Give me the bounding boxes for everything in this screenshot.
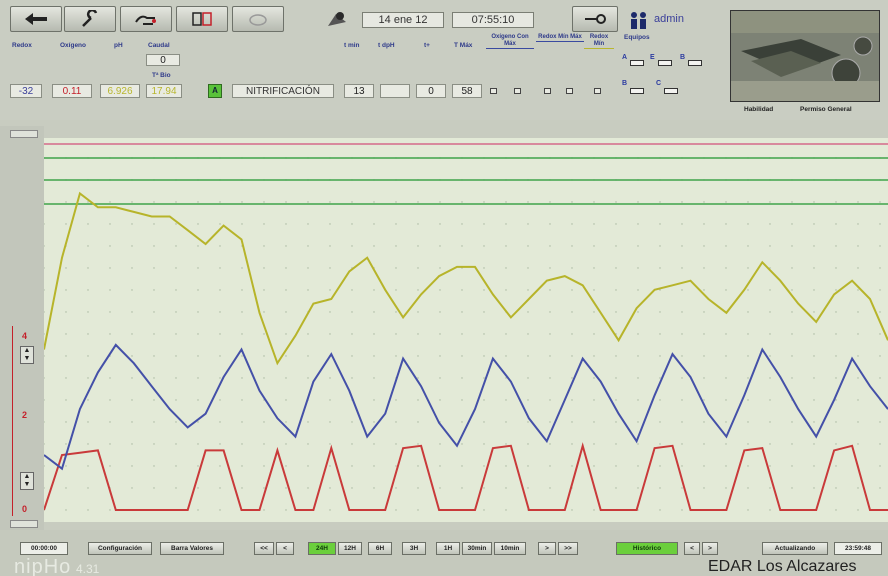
tmin-value: 13	[344, 84, 374, 98]
oxigeno-value: 0.11	[52, 84, 92, 98]
indicator	[514, 88, 521, 94]
scale-tick: 2	[22, 410, 28, 420]
key-icon	[585, 14, 606, 24]
equipo-box[interactable]	[664, 88, 678, 94]
satellite-icon	[328, 12, 346, 26]
scale-tick: 4	[22, 331, 28, 341]
equipo-box[interactable]	[630, 88, 644, 94]
indicator	[594, 88, 601, 94]
caudal-value: 0	[146, 54, 180, 66]
header-oxigeno: Oxígeno	[60, 42, 87, 49]
series-line-2	[43, 191, 888, 366]
series-line-0	[43, 442, 888, 511]
brand-version: 4.31	[76, 562, 100, 576]
temp-label: Tª Bio	[152, 72, 171, 79]
permiso-label: Permiso General	[800, 106, 852, 113]
header-tplus: t+	[424, 42, 430, 49]
tmax-value: 58	[452, 84, 482, 98]
header-tmin: t min	[344, 42, 360, 49]
updating-label: Actualizando	[762, 542, 828, 555]
tplus-value: 0	[416, 84, 446, 98]
end-time: 23:59:48	[834, 542, 882, 555]
indicator	[490, 88, 497, 94]
nav-first-button[interactable]: <<	[254, 542, 274, 555]
back-button[interactable]	[10, 6, 62, 32]
chart-button[interactable]	[176, 6, 228, 32]
config-button[interactable]: Configuración	[88, 542, 152, 555]
range-1h-button[interactable]: 1H	[436, 542, 460, 555]
start-time: 00:00:00	[20, 542, 68, 555]
wrench-icon	[82, 10, 98, 27]
trend-chart[interactable]	[43, 138, 888, 522]
back-icon	[25, 13, 47, 25]
chart-svg	[43, 143, 888, 511]
habilidad-label: Habilidad	[744, 106, 774, 113]
nav-last-button[interactable]: >>	[558, 542, 578, 555]
equipo-label: B	[680, 54, 686, 61]
header-redox-minmax: Redox Mín Máx	[536, 34, 584, 42]
phase-field: NITRIFICACIÓN	[232, 84, 334, 98]
chart-icon	[192, 12, 212, 26]
site-name: EDAR Los Alcazares	[708, 558, 857, 575]
range-12h-button[interactable]: 12H	[338, 542, 362, 555]
hand-icon	[135, 15, 156, 25]
header-redox-min: Redox Mín	[584, 34, 614, 49]
cloud-button[interactable]	[232, 6, 284, 32]
key-button[interactable]	[572, 6, 618, 32]
equipo-box[interactable]	[688, 60, 702, 66]
indicator	[544, 88, 551, 94]
scroll-up-button[interactable]	[10, 130, 38, 138]
indicator	[566, 88, 573, 94]
range-6h-button[interactable]: 6H	[368, 542, 392, 555]
series-line-1	[43, 343, 888, 471]
equipos-label: Equipos	[624, 34, 650, 41]
aerial-view	[731, 11, 879, 101]
equipo-label: A	[622, 54, 628, 61]
scale-stepper[interactable]: ▲ ▼	[20, 346, 34, 364]
cloud-icon	[249, 14, 267, 26]
camera-image[interactable]	[730, 10, 880, 102]
time-field: 07:55:10	[452, 12, 534, 28]
ph-value: 6.926	[100, 84, 140, 98]
scale-strip: 4 ▲ ▼ 2 ▲ ▼ 0	[0, 126, 44, 530]
equipo-label: C	[656, 80, 662, 87]
equipo-box[interactable]	[630, 60, 644, 66]
date-field: 14 ene 12	[362, 12, 444, 28]
mode-badge: A	[208, 84, 222, 98]
scale-stepper[interactable]: ▲ ▼	[20, 472, 34, 490]
header-ph: pH	[114, 42, 123, 49]
nav-next-button[interactable]: >	[538, 542, 556, 555]
range-3h-button[interactable]: 3H	[402, 542, 426, 555]
redox-value: -32	[10, 84, 42, 98]
range-30min-button[interactable]: 30min	[462, 542, 492, 555]
bottom-bar: 00:00:00 Configuración Barra Valores << …	[0, 530, 888, 576]
equipo-box[interactable]	[658, 60, 672, 66]
equipo-label: E	[650, 54, 655, 61]
header-tmax: T Máx	[454, 42, 473, 49]
header-tdph: t dpH	[378, 42, 395, 49]
header-redox: Redox	[12, 42, 32, 49]
hist-next-button[interactable]: >	[702, 542, 718, 555]
hand-button[interactable]	[120, 6, 172, 32]
nav-prev-button[interactable]: <	[276, 542, 294, 555]
header-caudal: Caudal	[148, 42, 170, 49]
hist-prev-button[interactable]: <	[684, 542, 700, 555]
range-10min-button[interactable]: 10min	[494, 542, 526, 555]
equipo-label: B	[622, 80, 628, 87]
brand-logo: nipHo	[14, 556, 72, 576]
scroll-down-button[interactable]	[10, 520, 38, 528]
bars-button[interactable]: Barra Valores	[160, 542, 224, 555]
historico-button[interactable]: Histórico	[616, 542, 678, 555]
user-name: admin	[654, 13, 684, 25]
scale-tick: 0	[22, 504, 28, 514]
temp-value: 17.94	[146, 84, 182, 98]
scale-axis	[12, 326, 13, 516]
range-24h-button[interactable]: 24H	[308, 542, 336, 555]
header-oxigeno-con: Oxígeno Con Máx	[486, 34, 534, 49]
tdph-value	[380, 84, 410, 98]
users-icon	[631, 12, 646, 29]
wrench-button[interactable]	[64, 6, 116, 32]
